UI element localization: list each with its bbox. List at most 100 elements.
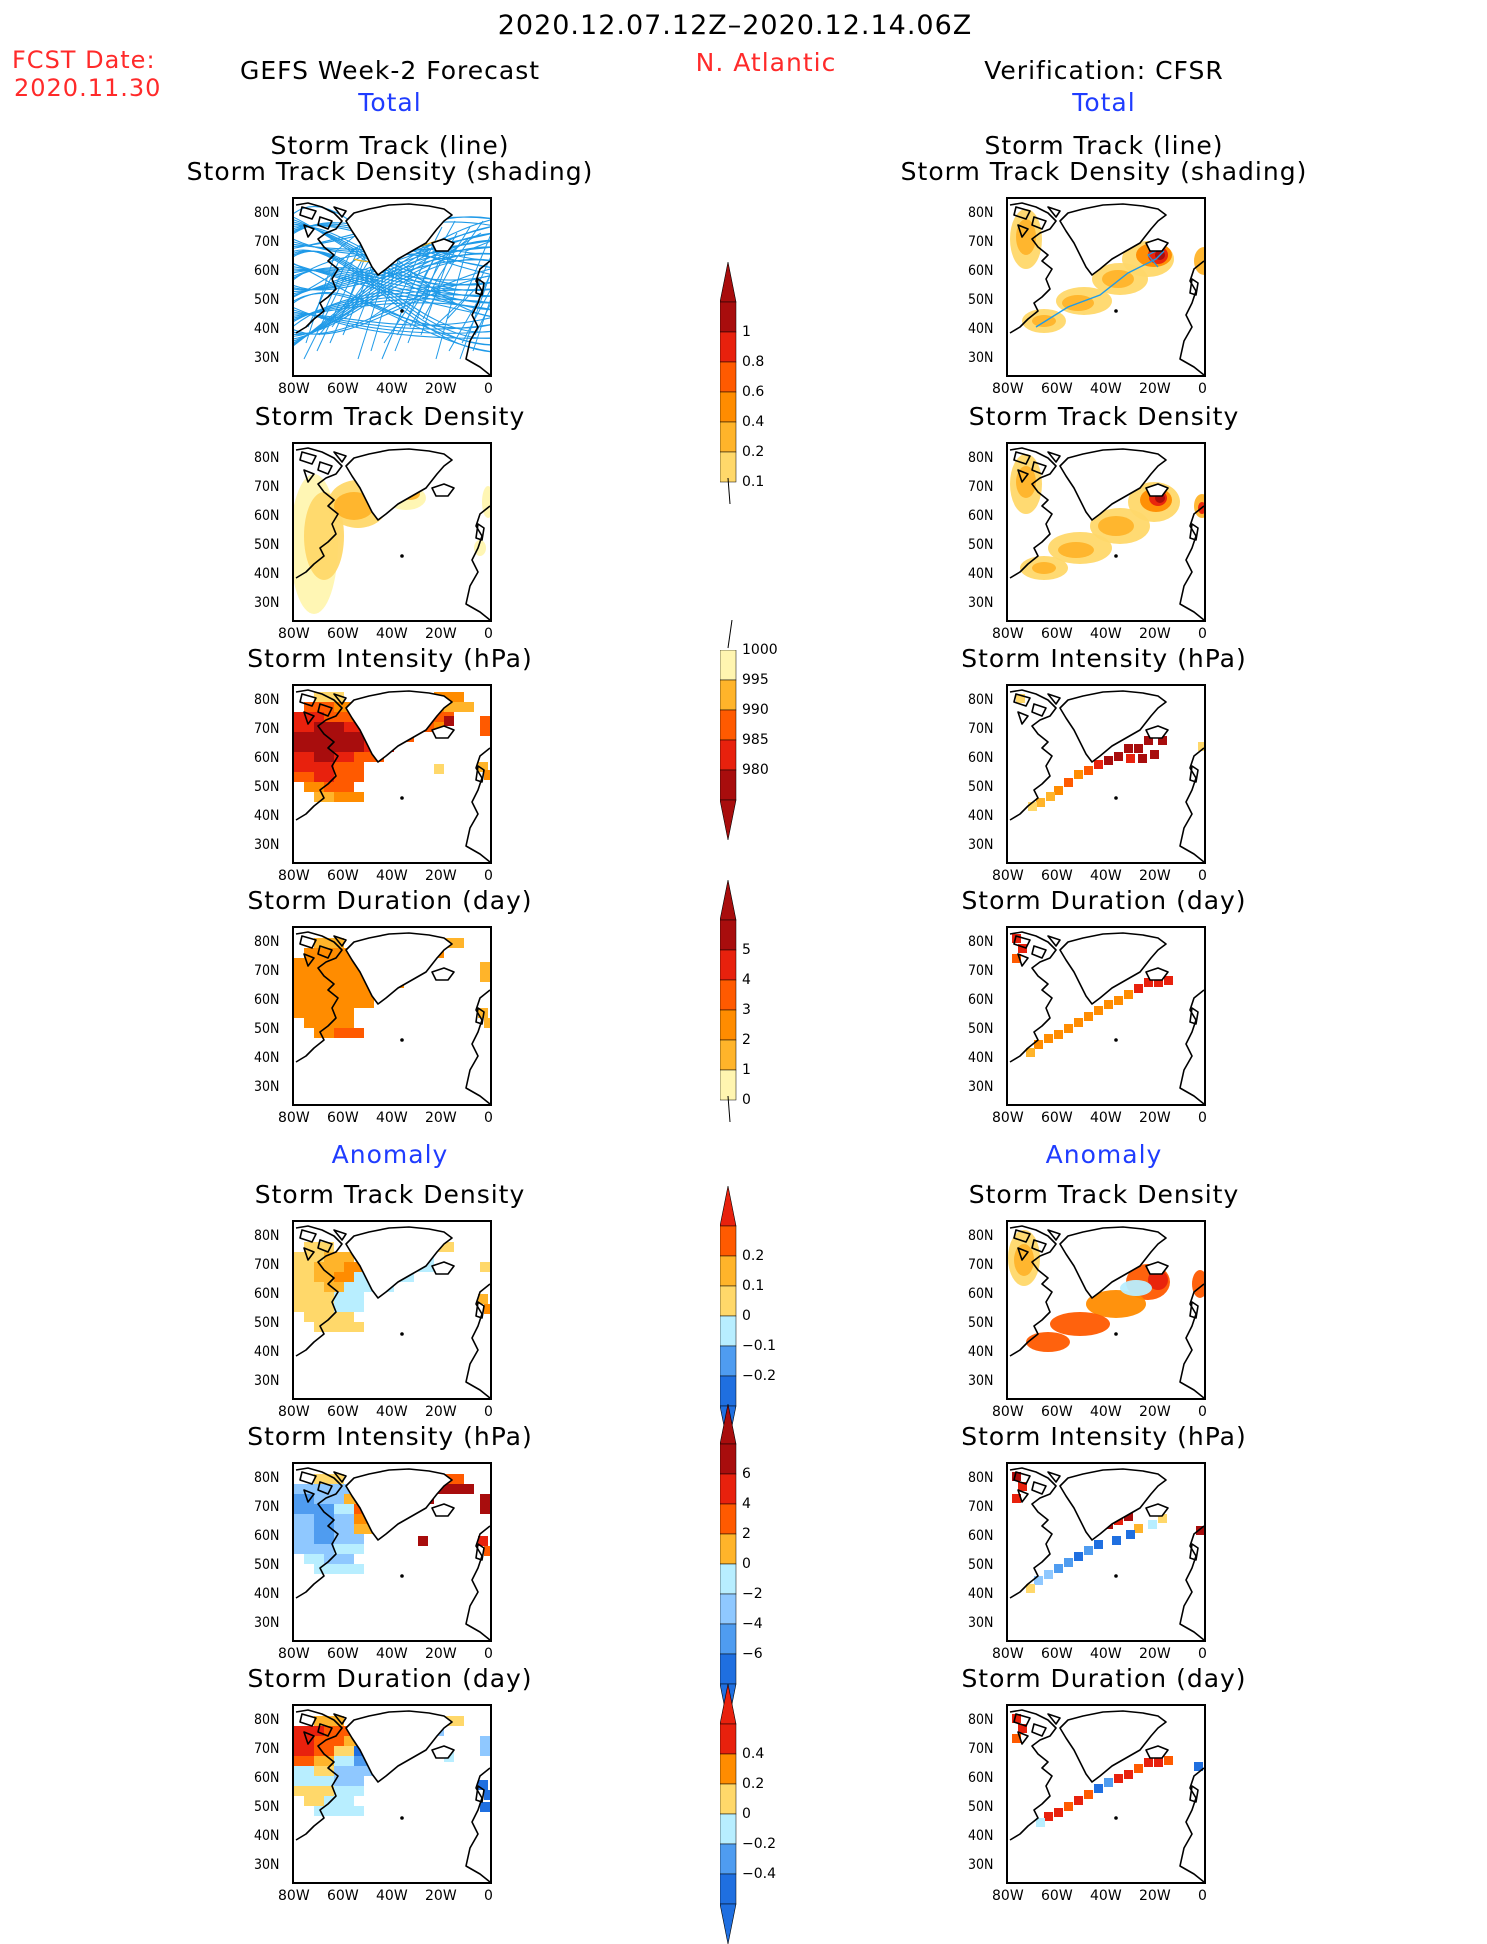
left-density-map	[292, 442, 492, 622]
left-density-anom-lon-label: 20W	[425, 1404, 457, 1420]
right-duration-anom-map	[1006, 1704, 1206, 1884]
left-intensity-lat-label: 70N	[254, 721, 280, 737]
intensity_anom-colorbar-tick: −2	[742, 1586, 763, 1602]
left-intensity-map	[292, 684, 492, 864]
right-density-lon-label: 0	[1198, 626, 1207, 642]
right-duration-lon-label: 0	[1198, 1110, 1207, 1126]
left-density-anom-map-field	[294, 1225, 490, 1398]
right-density-anom-lat-label: 30N	[968, 1373, 994, 1389]
right-duration-lat-label: 30N	[968, 1079, 994, 1095]
left-intensity-lat-label: 80N	[254, 692, 280, 708]
right-duration-lon-label: 40W	[1090, 1110, 1122, 1126]
left-intensity-anom-lat-label: 70N	[254, 1499, 280, 1515]
left-density-anom-lat-label: 40N	[254, 1344, 280, 1360]
right-duration-anom-lat-label: 30N	[968, 1857, 994, 1873]
density_anom-colorbar-tick: 0.1	[742, 1278, 765, 1294]
left-density-anom-lon-label: 60W	[327, 1404, 359, 1420]
left-duration-lon-label: 80W	[278, 1110, 310, 1126]
right-density-lat-label: 40N	[968, 566, 994, 582]
right-intensity-anom-panel-title: Storm Intensity (hPa)	[961, 1422, 1247, 1451]
density-colorbar-tick: 0.4	[742, 414, 765, 430]
left-duration-map-field	[294, 931, 490, 1104]
left-track-panel-title: Storm Track (line)	[270, 131, 510, 160]
right-density-lon-label: 60W	[1041, 626, 1073, 642]
left-duration-lat-label: 60N	[254, 992, 280, 1008]
right-duration-lat-label: 60N	[968, 992, 994, 1008]
left-density-lat-label: 50N	[254, 537, 280, 553]
intensity-colorbar-tick: 985	[742, 732, 769, 748]
left-intensity-lon-label: 40W	[376, 868, 408, 884]
left-duration-lat-label: 70N	[254, 963, 280, 979]
density_anom-colorbar-tick: −0.2	[742, 1368, 776, 1384]
left-intensity-anom-lon-label: 60W	[327, 1646, 359, 1662]
left-track-lon-label: 60W	[327, 381, 359, 397]
right-duration-map	[1006, 926, 1206, 1106]
left-duration-anom-map	[292, 1704, 492, 1884]
left-density-lat-label: 70N	[254, 479, 280, 495]
intensity-colorbar-tick: 1000	[742, 642, 778, 658]
duration_anom-colorbar-tick: −0.2	[742, 1836, 776, 1852]
right-track-lon-label: 20W	[1139, 381, 1171, 397]
left-intensity-anom-lat-label: 60N	[254, 1528, 280, 1544]
right-intensity-lon-label: 80W	[992, 868, 1024, 884]
right-density-anom-lon-label: 0	[1198, 1404, 1207, 1420]
left-density-anom-lat-label: 70N	[254, 1257, 280, 1273]
left-duration-anom-lat-label: 70N	[254, 1741, 280, 1757]
right-track-lat-label: 40N	[968, 321, 994, 337]
right-track-lat-label: 50N	[968, 292, 994, 308]
left-density-lat-label: 60N	[254, 508, 280, 524]
right-density-anom-lat-label: 70N	[968, 1257, 994, 1273]
left-intensity-lat-label: 40N	[254, 808, 280, 824]
left-intensity-anom-map	[292, 1462, 492, 1642]
intensity-colorbar-tick: 980	[742, 762, 769, 778]
right-intensity-lat-label: 30N	[968, 837, 994, 853]
duration-colorbar-tick: 2	[742, 1032, 751, 1048]
left-duration-lon-label: 0	[484, 1110, 493, 1126]
left-duration-lon-label: 20W	[425, 1110, 457, 1126]
left-density-anom-map	[292, 1220, 492, 1400]
right-duration-anom-map-field	[1009, 1709, 1204, 1882]
left-duration-map	[292, 926, 492, 1106]
right-density-anom-map	[1006, 1220, 1206, 1400]
right-intensity-anom-lat-label: 80N	[968, 1470, 994, 1486]
left-density-anom-lat-label: 50N	[254, 1315, 280, 1331]
right-verification-title: Verification: CFSR	[984, 56, 1224, 85]
density-colorbar-tick: 0.6	[742, 384, 765, 400]
right-duration-anom-lon-label: 40W	[1090, 1888, 1122, 1904]
right-intensity-anom-lon-label: 60W	[1041, 1646, 1073, 1662]
fcst-date-value: 2020.11.30	[14, 74, 162, 102]
right-track-lat-label: 70N	[968, 234, 994, 250]
left-track-lat-label: 60N	[254, 263, 280, 279]
left-duration-anom-lon-label: 80W	[278, 1888, 310, 1904]
right-anomaly-label: Anomaly	[1045, 1140, 1163, 1169]
left-intensity-anom-map-field	[294, 1467, 490, 1640]
left-duration-anom-lat-label: 30N	[254, 1857, 280, 1873]
duration-colorbar-tick: 5	[742, 942, 751, 958]
right-density-anom-lat-label: 40N	[968, 1344, 994, 1360]
right-duration-anom-lon-label: 20W	[1139, 1888, 1171, 1904]
duration_anom-colorbar-tick: 0.4	[742, 1746, 765, 1762]
right-intensity-lat-label: 70N	[968, 721, 994, 737]
right-duration-anom-lat-label: 40N	[968, 1828, 994, 1844]
right-duration-lon-label: 80W	[992, 1110, 1024, 1126]
right-intensity-lat-label: 40N	[968, 808, 994, 824]
fcst-date-label: FCST Date:	[12, 46, 156, 74]
left-intensity-anom-lat-label: 40N	[254, 1586, 280, 1602]
left-intensity-anom-lat-label: 30N	[254, 1615, 280, 1631]
right-duration-anom-panel-title: Storm Duration (day)	[961, 1664, 1247, 1693]
duration-colorbar-tick: 0	[742, 1092, 751, 1108]
right-intensity-lon-label: 0	[1198, 868, 1207, 884]
left-intensity-anom-lat-label: 50N	[254, 1557, 280, 1573]
left-track-map-field	[294, 202, 490, 375]
right-intensity-anom-map	[1006, 1462, 1206, 1642]
intensity_anom-colorbar-tick: 6	[742, 1466, 751, 1482]
left-total-label: Total	[358, 88, 422, 117]
intensity_anom-colorbar-tick: 2	[742, 1526, 751, 1542]
left-intensity-lon-label: 20W	[425, 868, 457, 884]
left-density-lon-label: 20W	[425, 626, 457, 642]
left-duration-anom-lat-label: 40N	[254, 1828, 280, 1844]
right-intensity-anom-lon-label: 0	[1198, 1646, 1207, 1662]
right-intensity-anom-lat-label: 40N	[968, 1586, 994, 1602]
left-duration-panel-title: Storm Duration (day)	[247, 886, 533, 915]
right-intensity-anom-lat-label: 50N	[968, 1557, 994, 1573]
